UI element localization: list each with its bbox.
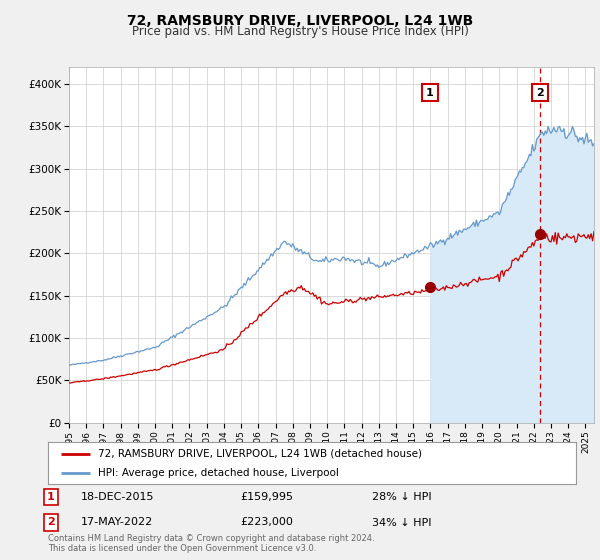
Text: Price paid vs. HM Land Registry's House Price Index (HPI): Price paid vs. HM Land Registry's House … — [131, 25, 469, 38]
Text: £223,000: £223,000 — [240, 517, 293, 528]
Text: 1: 1 — [47, 492, 55, 502]
Text: £159,995: £159,995 — [240, 492, 293, 502]
Text: 72, RAMSBURY DRIVE, LIVERPOOL, L24 1WB: 72, RAMSBURY DRIVE, LIVERPOOL, L24 1WB — [127, 14, 473, 28]
Text: 72, RAMSBURY DRIVE, LIVERPOOL, L24 1WB (detached house): 72, RAMSBURY DRIVE, LIVERPOOL, L24 1WB (… — [98, 449, 422, 459]
Text: 28% ↓ HPI: 28% ↓ HPI — [372, 492, 431, 502]
Text: 34% ↓ HPI: 34% ↓ HPI — [372, 517, 431, 528]
Text: 2: 2 — [47, 517, 55, 528]
Text: 2: 2 — [536, 87, 544, 97]
Text: HPI: Average price, detached house, Liverpool: HPI: Average price, detached house, Live… — [98, 468, 339, 478]
Text: Contains HM Land Registry data © Crown copyright and database right 2024.
This d: Contains HM Land Registry data © Crown c… — [48, 534, 374, 553]
Text: 18-DEC-2015: 18-DEC-2015 — [81, 492, 155, 502]
Text: 1: 1 — [426, 87, 434, 97]
Text: 17-MAY-2022: 17-MAY-2022 — [81, 517, 153, 528]
